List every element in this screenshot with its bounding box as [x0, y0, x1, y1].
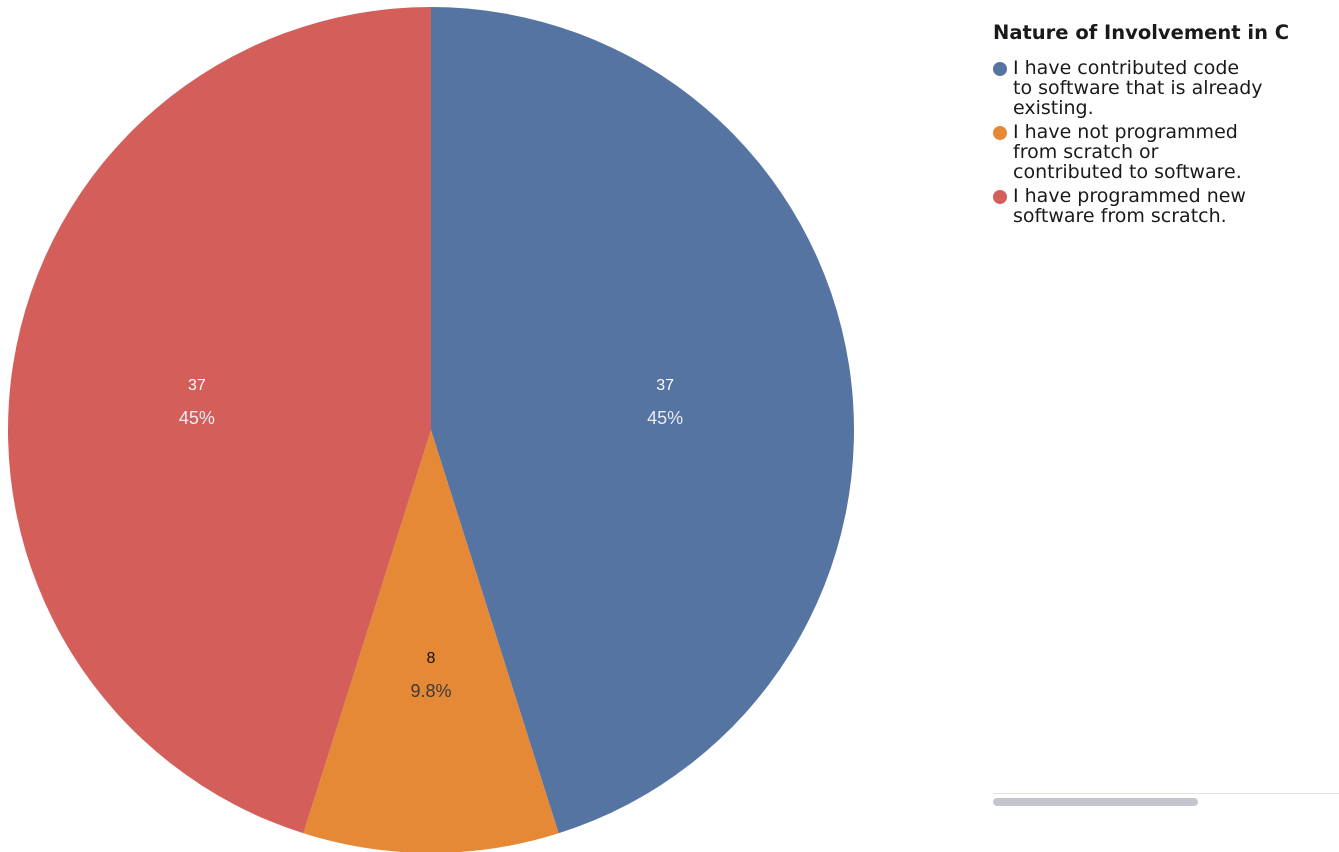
slice-count-label: 37	[656, 377, 674, 394]
legend-label: I have not programmed from scratch or co…	[1013, 121, 1242, 183]
legend: Nature of Involvement in C I have contri…	[993, 20, 1339, 810]
slice-percent-label: 45%	[647, 408, 683, 428]
legend-swatch-icon	[993, 126, 1007, 140]
legend-item[interactable]: I have contributed code to software that…	[993, 58, 1339, 118]
legend-scrollbar-track	[993, 793, 1339, 794]
slice-percent-label: 9.8%	[410, 681, 451, 701]
legend-label: I have contributed code to software that…	[1013, 57, 1263, 119]
legend-item[interactable]: I have programmed new software from scra…	[993, 186, 1339, 226]
slice-percent-label: 45%	[179, 408, 215, 428]
slice-count-label: 37	[188, 377, 206, 394]
pie-slice[interactable]	[431, 7, 855, 834]
legend-scrollbar-thumb[interactable]	[993, 798, 1198, 806]
legend-swatch-icon	[993, 190, 1007, 204]
pie-slice[interactable]	[7, 7, 432, 834]
legend-label: I have programmed new software from scra…	[1013, 185, 1246, 227]
legend-item[interactable]: I have not programmed from scratch or co…	[993, 122, 1339, 182]
slice-count-label: 8	[427, 650, 436, 667]
legend-title: Nature of Involvement in C	[993, 21, 1290, 44]
pie-slice[interactable]	[303, 430, 559, 852]
legend-swatch-icon	[993, 62, 1007, 76]
